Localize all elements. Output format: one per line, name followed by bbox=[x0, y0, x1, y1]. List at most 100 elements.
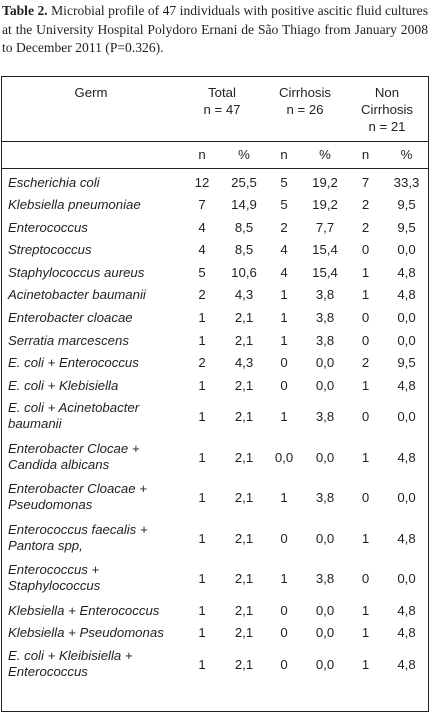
value-cell: 2,1 bbox=[234, 449, 254, 465]
value-cell: 1 bbox=[280, 571, 288, 587]
germ-cell: Enterococcus + Staphylococcus bbox=[2, 559, 180, 600]
value-cell: 9,5 bbox=[397, 219, 416, 235]
value-cell: 2 bbox=[361, 355, 370, 371]
header-cirrhosis-label: Cirrhosis bbox=[279, 85, 332, 100]
table-row: E. coli + Enterococcus 2 4,3 0 0,0 2 9,5 bbox=[2, 352, 428, 375]
germ-name: Escherichia coli bbox=[8, 174, 100, 190]
value-cell: 5 bbox=[280, 197, 288, 212]
value-cell: 1 bbox=[198, 309, 206, 325]
value-cell: 9,5 bbox=[397, 197, 416, 212]
value-cell: 3,8 bbox=[315, 409, 335, 425]
value-cell: 4,8 bbox=[397, 530, 416, 546]
value-cell: 14,9 bbox=[231, 197, 257, 212]
germ-cell: Escherichia coli bbox=[2, 168, 180, 194]
value-cell: 15,4 bbox=[312, 264, 338, 280]
value-cell: 1 bbox=[280, 409, 288, 425]
value-cell: 2,1 bbox=[234, 571, 254, 587]
table-row: Enterobacter Clocae + Candida albicans 1 2,… bbox=[2, 438, 428, 479]
value-cell: 2,1 bbox=[234, 602, 254, 618]
value-cell: 7 bbox=[361, 174, 370, 190]
subheader-cell: n bbox=[264, 140, 305, 169]
value-cell: 0 bbox=[361, 409, 370, 425]
value-cell: 4,8 bbox=[397, 287, 416, 303]
germ-name-continued: Enterococcus bbox=[8, 664, 88, 680]
germ-name: Enterococcus bbox=[8, 219, 88, 235]
value-cell: 4,8 bbox=[397, 602, 416, 618]
value-cell: 0 bbox=[361, 309, 370, 325]
value-cell: 25,5 bbox=[231, 174, 257, 190]
germ-cell: Enterobacter cloacae bbox=[2, 307, 180, 330]
header-total-n: n = 47 bbox=[203, 102, 241, 117]
value-cell: 0 bbox=[280, 377, 288, 393]
table-row: E. coli + Kleibisiella + Enterococcus 1 2,1… bbox=[2, 645, 428, 686]
value-cell: 3,8 bbox=[315, 332, 335, 348]
value-cell: 3,8 bbox=[315, 571, 335, 587]
germ-name: Serratia marcescens bbox=[8, 332, 129, 348]
germ-cell: E. coli + Acinetobacter baumanii bbox=[2, 397, 180, 438]
germ-cell: Streptococcus bbox=[2, 239, 180, 262]
value-cell: 2 bbox=[198, 355, 206, 371]
subheader-row: n % n % n % bbox=[2, 140, 429, 169]
germ-cell: E. coli + Klebisiella bbox=[2, 375, 180, 398]
germ-cell: Enterobacter Clocae + Candida albicans bbox=[2, 438, 180, 479]
germ-name: Klebsiella + Enterococcus bbox=[8, 602, 160, 618]
table-body: Escherichia coli 12 25,5 5 19,2 7 33,3 Klebsiel… bbox=[2, 168, 428, 686]
table-row: Serratia marcescens 1 2,1 1 3,8 0 0,0 bbox=[2, 330, 428, 353]
germ-name: Enterobacter Clocae + bbox=[8, 440, 140, 456]
value-cell: 4,8 bbox=[397, 625, 416, 641]
value-cell: 3,8 bbox=[315, 309, 335, 325]
germ-cell: Klebsiella pneumoniae bbox=[2, 194, 180, 217]
table-row: Klebsiella + Enterococcus 1 2,1 0 0,0 1 4,8 bbox=[2, 600, 428, 623]
germ-name: Acinetobacter baumanii bbox=[8, 287, 146, 303]
value-cell: 0,0 bbox=[315, 625, 335, 641]
table-row: Klebsiella + Pseudomonas 1 2,1 0 0,0 1 4,8 bbox=[2, 622, 428, 645]
value-cell: 0,0 bbox=[397, 571, 416, 587]
germ-name: E. coli + Klebisiella bbox=[8, 377, 119, 393]
germ-cell: E. coli + Enterococcus bbox=[2, 352, 180, 375]
germ-cell: Enterobacter Cloacae + Pseudomonas bbox=[2, 478, 180, 519]
table-row: Acinetobacter baumanii 2 4,3 1 3,8 1 4,8 bbox=[2, 284, 428, 307]
value-cell: 1 bbox=[361, 287, 370, 303]
value-cell: 0,0 bbox=[397, 309, 416, 325]
subheader-cell: n bbox=[180, 140, 224, 169]
value-cell: 1 bbox=[361, 657, 370, 673]
germ-cell: Staphylococcus aureus bbox=[2, 262, 180, 285]
value-cell: 0,0 bbox=[315, 530, 335, 546]
header-cirrhosis: Cirrhosis n = 26 bbox=[264, 77, 346, 141]
value-cell: 0,0 bbox=[397, 242, 416, 258]
table-row: Enterobacter cloacae 1 2,1 1 3,8 0 0,0 bbox=[2, 307, 428, 330]
value-cell: 1 bbox=[280, 287, 288, 303]
germ-name: Enterococcus + bbox=[8, 562, 100, 578]
value-cell: 2,1 bbox=[234, 377, 254, 393]
table-row: Enterococcus + Staphylococcus 1 2,1 1 3,8 0 0,0 bbox=[2, 559, 428, 600]
value-cell: 33,3 bbox=[393, 174, 420, 190]
value-cell: 2,1 bbox=[234, 332, 254, 348]
germ-name: E. coli + Acinetobacter bbox=[8, 400, 140, 416]
value-cell: 7 bbox=[198, 197, 206, 212]
value-cell: 0,0 bbox=[315, 657, 335, 673]
germ-name: Enterobacter Cloacae + bbox=[8, 481, 147, 497]
value-cell: 4,8 bbox=[397, 264, 416, 280]
value-cell: 0,0 bbox=[315, 355, 335, 371]
value-cell: 2,1 bbox=[234, 490, 254, 506]
value-cell: 0 bbox=[280, 602, 288, 618]
value-cell: 4,3 bbox=[234, 355, 254, 371]
value-cell: 2,1 bbox=[234, 409, 254, 425]
germ-name-continued: Staphylococcus bbox=[8, 578, 101, 594]
value-cell: 2,1 bbox=[234, 625, 254, 641]
value-cell: 0 bbox=[361, 332, 370, 348]
value-cell: 0 bbox=[361, 571, 370, 587]
germ-cell: Acinetobacter baumanii bbox=[2, 284, 180, 307]
table-row: Enterococcus 4 8,5 2 7,7 2 9,5 bbox=[2, 217, 428, 240]
value-cell: 5 bbox=[198, 264, 206, 280]
header-total-label: Total bbox=[208, 85, 236, 100]
value-cell: 2 bbox=[361, 197, 370, 212]
germ-name: E. coli + Enterococcus bbox=[8, 355, 139, 371]
subheader-cell: % bbox=[304, 140, 347, 169]
header-cirrhosis-n: n = 26 bbox=[286, 102, 324, 117]
value-cell: 3,8 bbox=[315, 490, 335, 506]
germ-name: E. coli + Kleibisiella + bbox=[8, 648, 133, 664]
header-total: Total n = 47 bbox=[180, 77, 264, 141]
value-cell: 5 bbox=[280, 174, 288, 190]
value-cell: 1 bbox=[361, 602, 370, 618]
